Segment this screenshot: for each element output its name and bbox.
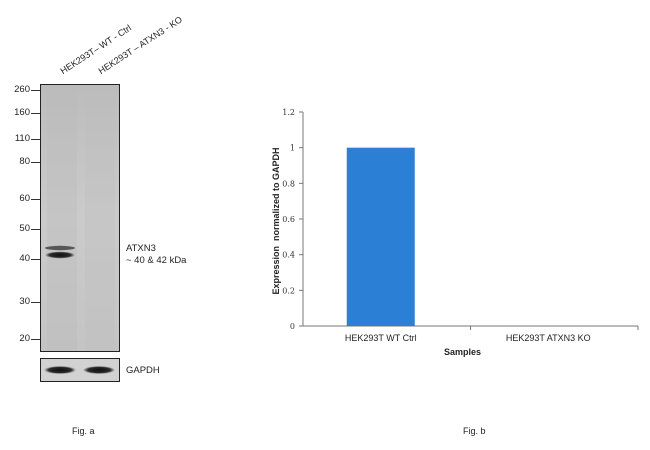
x-tick-label: HEK293T WT Ctrl [345,333,417,343]
mw-tick [31,162,40,163]
y-tick-label: 0.8 [282,179,295,188]
gapdh-membrane [40,358,120,382]
blot-membrane [40,84,120,352]
mw-tick [31,113,40,114]
y-tick-label: 0.6 [282,215,295,224]
gapdh-bands [41,359,119,381]
x-tick-label: HEK293T ATXN3 KO [506,333,591,343]
x-axis-title: Samples [444,347,481,357]
target-size: ~ 40 & 42 kDa [126,255,187,266]
mw-marker-50: 50 [19,223,30,234]
mw-tick [31,139,40,140]
y-tick-label: 0.4 [282,251,295,260]
blot-bands [41,85,119,351]
band-atxn3-40 [45,251,75,259]
band-atxn3-42 [45,245,75,251]
loading-control-label: GAPDH [126,365,160,376]
figure-label-a: Fig. a [72,426,95,436]
mw-marker-260: 260 [14,84,30,95]
figure-label-b: Fig. b [463,426,486,436]
mw-marker-20: 20 [19,333,30,344]
mw-tick [31,259,40,260]
mw-tick [31,199,40,200]
mw-marker-110: 110 [14,133,30,144]
y-tick-label: 0.2 [282,286,295,295]
mw-tick [31,229,40,230]
band-gapdh-ko [83,366,115,374]
y-tick-label: 1.2 [282,108,295,117]
mw-marker-60: 60 [19,193,30,204]
mw-tick [31,339,40,340]
mw-marker-40: 40 [19,253,30,264]
mw-tick [31,90,40,91]
bar-wt-ctrl [346,147,415,326]
target-name: ATXN3 [126,243,156,254]
mw-marker-80: 80 [19,156,30,167]
y-axis-title: Expression normalized to GAPDH [271,147,281,294]
y-tick-label: 0 [290,322,295,331]
mw-marker-30: 30 [19,296,30,307]
y-tick-label: 1 [290,144,295,153]
band-gapdh-wt [44,366,76,374]
mw-tick [31,302,40,303]
mw-marker-160: 160 [14,107,30,118]
